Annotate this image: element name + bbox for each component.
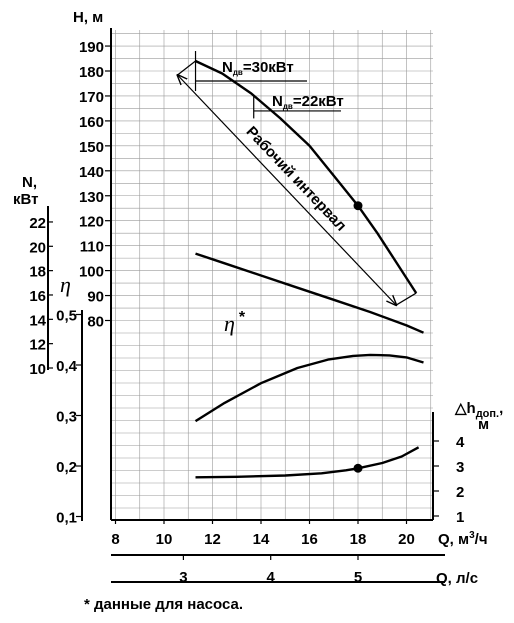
efficiency-tick-label: 0,2 [56, 459, 77, 476]
x-label-tail: /ч [475, 531, 488, 548]
head-tick-label: 180 [79, 64, 104, 81]
head-tick-label: 140 [79, 164, 104, 181]
head-tick-label: 170 [79, 89, 104, 106]
working-range-arrow [178, 75, 397, 305]
n22-main: N [272, 93, 283, 110]
head-tick-label: 110 [80, 239, 104, 256]
head-tick-label: 130 [79, 189, 104, 206]
power-tick-label: 20 [29, 239, 46, 256]
power-tick-label: 14 [29, 312, 46, 329]
x-tick-label: 10 [156, 531, 173, 548]
working-range-extension-left [177, 60, 196, 76]
n30-sub: дв [233, 68, 243, 77]
working-range-extension-right [395, 292, 417, 306]
efficiency-tick-label: 0,3 [56, 409, 77, 426]
x-axis-label: Q, м3/ч [438, 530, 488, 548]
npsh-tick-label: 3 [456, 459, 464, 476]
n30-value: =30кВт [243, 59, 294, 76]
axis-ticks: 8090100110120130140150160170180190101214… [29, 39, 465, 586]
npsh-label-main: △h [454, 400, 476, 417]
x-secondary-tick-label: 3 [179, 569, 187, 586]
npsh-tick-label: 4 [456, 434, 465, 451]
x-label-sup: 3 [469, 530, 475, 541]
efficiency-tick-label: 0,1 [56, 510, 77, 527]
x-tick-label: 18 [350, 531, 367, 548]
npsh-axis-label: △hдоп., [454, 400, 503, 420]
n30-main: N [222, 59, 233, 76]
annotation-eta-star: η * [224, 309, 246, 336]
head-tick-label: 160 [79, 114, 104, 131]
annotation-n30: Nдв=30кВт [222, 59, 294, 77]
power-tick-label: 10 [29, 361, 46, 378]
power-tick-label: 12 [29, 337, 46, 354]
npsh-label-sub: доп. [476, 408, 499, 420]
x-axis-secondary-label: Q, л/с [436, 570, 478, 587]
power-tick-label: 18 [29, 264, 46, 281]
npsh-tick-label: 2 [456, 484, 464, 501]
npsh-axis-label-line2: м [478, 416, 489, 433]
power-axis-label-line2: кВт [13, 191, 39, 208]
x-tick-label: 20 [398, 531, 415, 548]
npsh-tick-label: 1 [456, 509, 464, 526]
power-axis-label-line1: N, [22, 174, 37, 191]
power-tick-label: 16 [29, 288, 46, 305]
efficiency-axis-label: η [60, 272, 71, 297]
head-tick-label: 190 [79, 39, 104, 56]
x-tick-label: 14 [253, 531, 270, 548]
x-tick-label: 16 [301, 531, 318, 548]
x-secondary-tick-label: 5 [354, 569, 362, 586]
x-tick-label: 12 [204, 531, 221, 548]
x-tick-label: 8 [111, 531, 119, 548]
efficiency-tick-label: 0,4 [56, 358, 78, 375]
marked-point-npsh [353, 463, 363, 473]
head-tick-label: 90 [87, 289, 104, 306]
eta-star-mark: * [239, 309, 246, 326]
npsh-label-tail: , [499, 400, 503, 417]
power-tick-label: 22 [29, 215, 46, 232]
series-efficiency-curve [194, 353, 424, 423]
series-npsh-curve [195, 446, 420, 479]
head-tick-label: 150 [79, 139, 104, 156]
footnote: * данные для насоса. [84, 596, 244, 613]
head-tick-label: 100 [79, 264, 104, 281]
efficiency-tick-label: 0,5 [56, 308, 77, 325]
head-tick-label: 120 [79, 214, 104, 231]
n22-sub: дв [283, 102, 293, 111]
n22-value: =22кВт [293, 93, 344, 110]
x-secondary-tick-label: 4 [267, 569, 276, 586]
x-label-main: Q, м [438, 531, 469, 548]
head-axis-label: H, м [73, 9, 103, 26]
eta-star-symbol: η [224, 311, 235, 336]
marked-point-head [353, 201, 363, 211]
head-tick-label: 80 [87, 314, 104, 331]
annotation-n22: Nдв=22кВт [272, 93, 344, 111]
